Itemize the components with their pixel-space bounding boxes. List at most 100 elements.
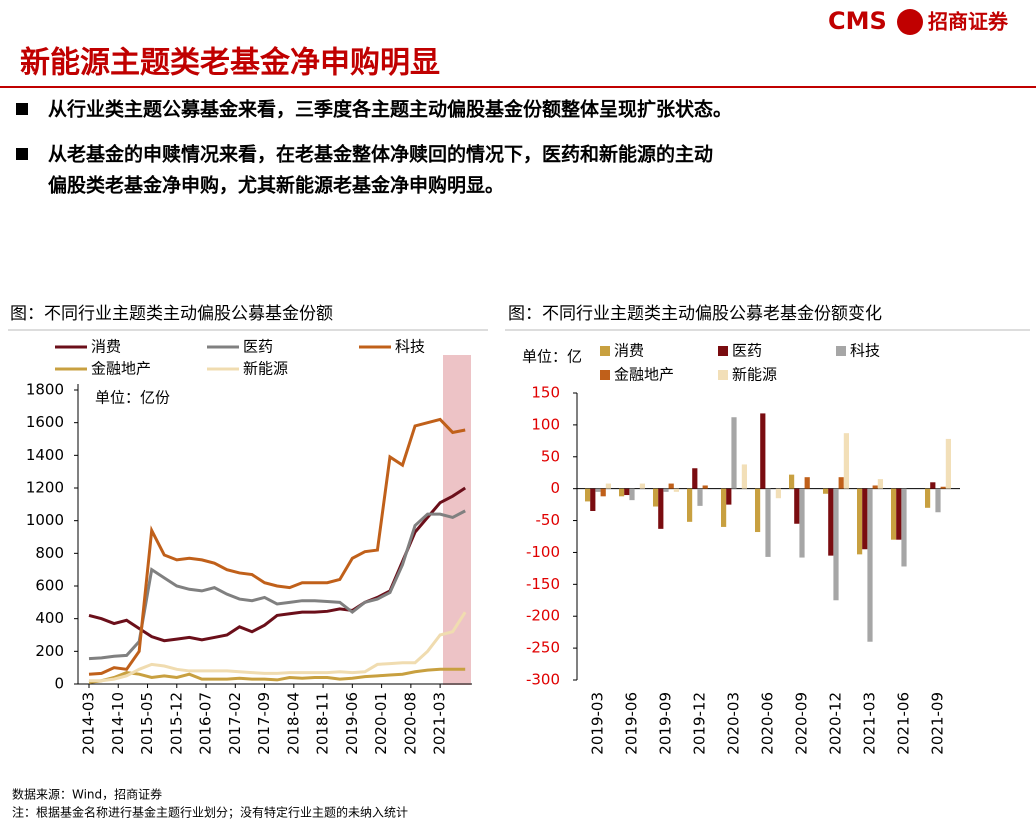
y-tick-label: 50 bbox=[541, 447, 560, 465]
footnote: 注：根据基金名称进行基金主题行业划分；没有特定行业主题的未纳入统计 bbox=[12, 805, 408, 820]
legend-label: 新能源 bbox=[243, 360, 288, 378]
bar bbox=[789, 474, 795, 489]
y-tick-label: 0 bbox=[550, 479, 560, 497]
bar bbox=[794, 488, 800, 524]
y-tick-label: 400 bbox=[35, 609, 64, 627]
x-tick-label: 2021-06 bbox=[895, 692, 913, 755]
bar bbox=[930, 482, 936, 489]
y-tick-label: -100 bbox=[526, 543, 560, 561]
legend-label: 医药 bbox=[732, 342, 762, 360]
bullet-icon bbox=[16, 148, 28, 160]
x-tick-label: 2021-03 bbox=[431, 692, 449, 755]
bar bbox=[833, 488, 839, 601]
y-tick-label: 800 bbox=[35, 544, 64, 562]
legend-swatch bbox=[718, 370, 728, 380]
y-tick-label: -300 bbox=[526, 671, 560, 689]
legend-label: 金融地产 bbox=[91, 360, 151, 378]
x-tick-label: 2019-03 bbox=[589, 692, 607, 755]
bar bbox=[731, 417, 737, 489]
bar bbox=[624, 488, 630, 496]
bar bbox=[940, 486, 946, 489]
x-tick-label: 2019-06 bbox=[623, 692, 641, 755]
x-tick-label: 2019-06 bbox=[343, 692, 361, 755]
legend-swatch bbox=[836, 346, 846, 356]
bar bbox=[668, 483, 674, 489]
bullet: 从老基金的申赎情况来看，在老基金整体净赎回的情况下，医药和新能源的主动 bbox=[48, 143, 713, 166]
bar bbox=[862, 488, 868, 550]
x-tick-label: 2020-03 bbox=[725, 692, 743, 755]
y-tick-label: 200 bbox=[35, 642, 64, 660]
bar bbox=[945, 438, 951, 489]
x-tick-label: 2021-03 bbox=[861, 692, 879, 755]
x-tick-label: 2020-09 bbox=[793, 692, 811, 755]
x-tick-label: 2021-09 bbox=[929, 692, 947, 755]
chart-title: 图：不同行业主题类主动偏股公募老基金份额变化 bbox=[508, 304, 882, 324]
y-tick-label: -200 bbox=[526, 607, 560, 625]
y-tick-label: 600 bbox=[35, 577, 64, 595]
bar bbox=[843, 433, 849, 489]
bar bbox=[838, 477, 844, 489]
y-tick-label: 1600 bbox=[26, 413, 64, 431]
x-tick-label: 2020-01 bbox=[372, 692, 390, 755]
bullet-icon bbox=[16, 103, 28, 115]
bar bbox=[828, 488, 834, 556]
line bbox=[88, 667, 466, 684]
bar bbox=[755, 488, 761, 533]
bar bbox=[585, 488, 591, 502]
bar bbox=[857, 488, 863, 555]
bar bbox=[935, 488, 941, 513]
x-tick-label: 2014-10 bbox=[109, 692, 127, 755]
y-tick-label: -150 bbox=[526, 575, 560, 593]
bullet: 从行业类主题公募基金来看，三季度各主题主动偏股基金份额整体呈现扩张状态。 bbox=[48, 98, 732, 121]
bar bbox=[595, 488, 601, 492]
legend-label: 医药 bbox=[243, 338, 273, 356]
bar bbox=[901, 488, 907, 567]
bar bbox=[891, 488, 897, 540]
bar bbox=[775, 488, 781, 499]
y-tick-label: 1800 bbox=[26, 381, 64, 399]
logo: CMS bbox=[828, 7, 887, 35]
bar bbox=[605, 483, 611, 489]
bar bbox=[687, 488, 693, 522]
bar bbox=[619, 488, 625, 497]
bar bbox=[760, 413, 766, 489]
y-tick-label: 1400 bbox=[26, 446, 64, 464]
bar bbox=[721, 488, 727, 527]
bar bbox=[877, 479, 883, 489]
y-tick-label: 100 bbox=[531, 415, 560, 433]
y-tick-label: -50 bbox=[536, 511, 561, 529]
legend-label: 金融地产 bbox=[614, 366, 674, 384]
x-tick-label: 2014-03 bbox=[80, 692, 98, 755]
bar bbox=[799, 488, 805, 558]
x-tick-label: 2020-08 bbox=[401, 692, 419, 755]
y-tick-label: 0 bbox=[54, 675, 64, 693]
bar bbox=[590, 488, 596, 511]
bar bbox=[673, 488, 679, 492]
bar bbox=[925, 488, 931, 508]
x-tick-label: 2019-09 bbox=[657, 692, 675, 755]
unit-label: 单位：亿 bbox=[522, 348, 582, 366]
x-tick-label: 2015-12 bbox=[167, 692, 185, 755]
bar bbox=[867, 488, 873, 642]
bar bbox=[658, 488, 664, 529]
line bbox=[88, 417, 466, 676]
legend-swatch bbox=[600, 370, 610, 380]
legend-label: 新能源 bbox=[732, 366, 777, 384]
bar bbox=[653, 488, 659, 507]
legend-label: 科技 bbox=[395, 338, 425, 356]
bar bbox=[804, 477, 810, 489]
bar bbox=[741, 464, 747, 489]
logo-icon bbox=[897, 9, 923, 35]
x-tick-label: 2018-11 bbox=[314, 692, 332, 755]
unit-label: 单位：亿份 bbox=[95, 389, 170, 407]
x-tick-label: 2015-05 bbox=[138, 692, 156, 755]
bar bbox=[702, 485, 708, 489]
x-tick-label: 2019-12 bbox=[691, 692, 709, 755]
legend-label: 消费 bbox=[614, 342, 644, 360]
x-tick-label: 2017-02 bbox=[226, 692, 244, 755]
line bbox=[88, 486, 467, 643]
bar bbox=[726, 488, 732, 505]
y-tick-label: 1000 bbox=[26, 511, 64, 529]
bar bbox=[823, 488, 829, 494]
